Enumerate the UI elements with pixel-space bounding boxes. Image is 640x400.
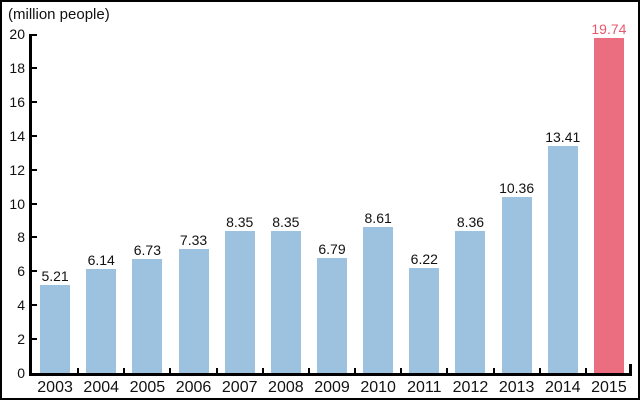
- x-axis-tick-label: 2004: [83, 379, 120, 396]
- bar-value-label: 7.33: [179, 232, 208, 248]
- bar-value-label: 6.14: [87, 252, 115, 268]
- x-axis-tick-label: 2003: [37, 379, 73, 396]
- bar-value-label: 19.74: [591, 21, 627, 37]
- y-axis-tick: [32, 67, 37, 69]
- y-axis-tick-label: 6: [17, 263, 25, 279]
- x-axis-tick: [77, 368, 80, 373]
- bar: [455, 231, 486, 373]
- bar-value-label: 8.35: [272, 214, 300, 230]
- x-axis-tick: [307, 368, 310, 373]
- y-axis-tick: [32, 101, 37, 103]
- y-axis-tick-label: 14: [9, 128, 25, 144]
- x-axis-tick: [492, 368, 495, 373]
- bar-value-label: 8.36: [456, 214, 485, 230]
- bar-value-label: 6.73: [133, 242, 161, 258]
- bar-value-label: 8.35: [226, 214, 254, 230]
- x-axis-tick-label: 2005: [129, 379, 166, 396]
- x-axis-tick-label: 2011: [407, 379, 442, 396]
- bar: [409, 268, 440, 373]
- bar: [132, 259, 163, 373]
- y-axis-tick-label: 10: [9, 196, 25, 212]
- y-axis-tick: [32, 236, 37, 238]
- bar-value-label: 6.22: [410, 251, 438, 267]
- y-axis-tick-label: 2: [17, 331, 25, 347]
- bar-value-label: 10.36: [499, 180, 535, 196]
- bar-value-label: 5.21: [41, 268, 69, 284]
- bar: [224, 231, 255, 373]
- x-axis-tick: [538, 368, 541, 373]
- x-axis-tick: [354, 368, 357, 373]
- bar: [593, 38, 624, 373]
- y-axis-tick: [32, 270, 37, 272]
- bar: [547, 146, 578, 373]
- x-axis-tick-label: 2012: [452, 379, 489, 396]
- plot-area: 5.21 6.14 6.73 7.33 8.35 8.35 6.79 8.61 6.22 8.36…: [29, 21, 632, 376]
- y-axis-tick-label: 16: [9, 94, 25, 110]
- y-axis-tick-label: 8: [17, 229, 25, 245]
- y-axis-tick: [32, 203, 37, 205]
- bar-value-label: 13.41: [545, 129, 581, 145]
- y-axis-tick: [32, 304, 37, 306]
- y-axis-tick: [32, 135, 37, 137]
- x-axis-tick: [169, 368, 172, 373]
- x-axis-tick-label: 2008: [268, 379, 304, 396]
- x-axis-tick-label: 2013: [498, 379, 535, 396]
- x-axis-tick-label: 2007: [221, 379, 258, 396]
- y-axis-tick-label: 12: [9, 162, 25, 178]
- bar-value-label: 6.79: [318, 241, 346, 257]
- bar: [178, 249, 209, 373]
- y-axis-tick-label: 4: [17, 297, 25, 313]
- y-axis-tick-label: 18: [9, 60, 25, 76]
- bar: [40, 285, 71, 373]
- x-axis-tick-label: 2014: [544, 379, 581, 396]
- x-axis-tick: [446, 368, 449, 373]
- bar: [363, 227, 394, 373]
- x-axis-tick: [584, 368, 587, 373]
- y-axis-line: [29, 34, 32, 376]
- x-axis-tick: [400, 368, 403, 373]
- x-axis-tick-label: 2010: [360, 379, 396, 396]
- x-axis-tick-label: 2009: [314, 379, 350, 396]
- bar: [501, 197, 532, 373]
- y-axis-tick: [32, 34, 37, 36]
- x-axis-tick: [123, 368, 126, 373]
- bar: [86, 269, 117, 373]
- y-axis-tick-label: 0: [17, 365, 25, 381]
- x-axis-tick-label: 2006: [175, 379, 212, 396]
- x-axis-tick-label: 2015: [591, 379, 627, 396]
- y-axis-tick: [32, 338, 37, 340]
- bar: [270, 231, 301, 373]
- bar-value-label: 8.61: [364, 210, 392, 226]
- x-axis-line: [29, 373, 632, 376]
- x-axis-end-tick: [629, 364, 632, 373]
- y-axis-tick: [32, 169, 37, 171]
- unit-label: (million people): [8, 6, 110, 23]
- x-axis-tick: [261, 368, 264, 373]
- bar: [317, 258, 347, 373]
- y-axis-tick-label: 20: [9, 26, 25, 42]
- x-axis-tick: [215, 368, 218, 373]
